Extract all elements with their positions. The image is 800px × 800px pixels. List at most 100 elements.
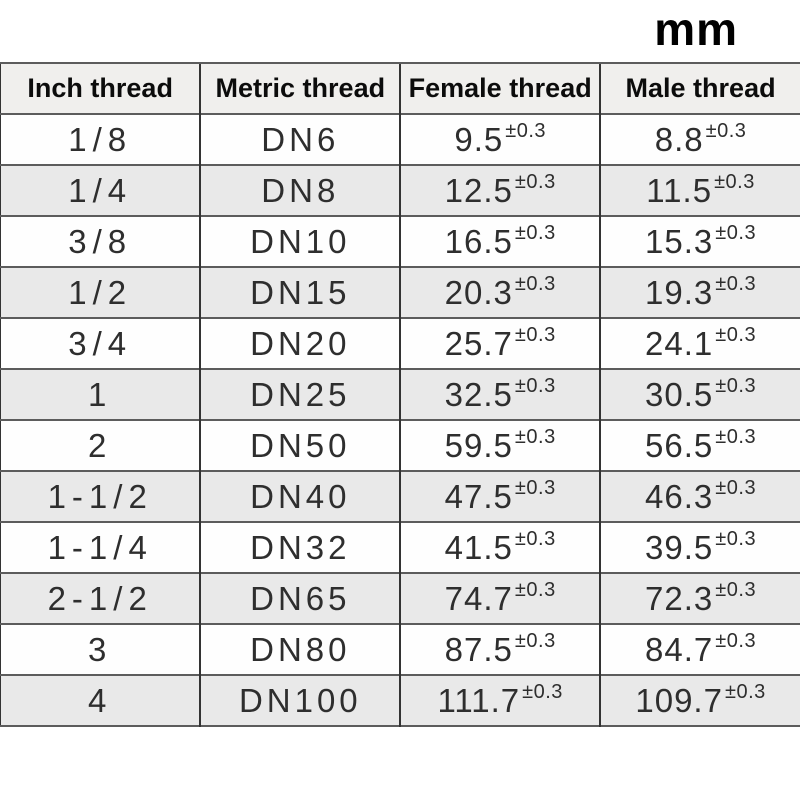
tolerance-superscript: ±0.3: [514, 476, 556, 499]
tolerance-superscript: ±0.3: [714, 170, 755, 193]
tolerance-superscript: ±0.3: [514, 527, 556, 550]
tolerance-superscript: ±0.3: [715, 323, 757, 346]
tolerance-superscript: ±0.3: [715, 425, 757, 448]
cell-female: 12.5 ±0.3: [399, 164, 601, 216]
value-number: 25.7: [444, 324, 513, 362]
tolerance-superscript: ±0.3: [715, 272, 757, 295]
table-row: 3/8 DN10 16.5 ±0.3 15.3 ±0.3: [0, 215, 800, 267]
cell-male: 72.3 ±0.3: [599, 572, 800, 624]
cell-female: 16.5 ±0.3: [399, 215, 601, 267]
cell-inch: 3: [0, 623, 201, 675]
value-number: 109.7: [635, 681, 723, 719]
table-row: 3 DN80 87.5 ±0.3 84.7 ±0.3: [0, 623, 800, 675]
tolerance-superscript: ±0.3: [715, 374, 757, 397]
unit-label: mm: [654, 3, 738, 55]
value-number: 20.3: [444, 273, 513, 311]
cell-inch: 3/8: [0, 215, 201, 267]
tolerance-superscript: ±0.3: [715, 629, 757, 652]
value-number: 72.3: [645, 579, 714, 617]
tolerance-superscript: ±0.3: [514, 170, 556, 193]
tolerance-superscript: ±0.3: [514, 425, 556, 448]
table-row: 1 DN25 32.5 ±0.3 30.5 ±0.3: [0, 368, 800, 420]
value-number: 8.8: [654, 120, 704, 158]
cell-female: 41.5 ±0.3: [399, 521, 601, 573]
cell-male: 39.5 ±0.3: [599, 521, 800, 573]
value-number: 59.5: [444, 426, 513, 464]
tolerance-superscript: ±0.3: [724, 680, 766, 703]
value-number: 111.7: [437, 681, 521, 719]
value-number: 16.5: [444, 222, 513, 260]
table-row: 2-1/2 DN65 74.7 ±0.3 72.3 ±0.3: [0, 572, 800, 624]
cell-female: 74.7 ±0.3: [399, 572, 601, 624]
value-number: 41.5: [444, 528, 513, 566]
cell-inch: 1-1/4: [0, 521, 201, 573]
tolerance-superscript: ±0.3: [514, 323, 556, 346]
cell-inch: 2: [0, 419, 201, 471]
tolerance-superscript: ±0.3: [514, 578, 556, 601]
value-number: 87.5: [444, 630, 513, 668]
column-header-inch: Inch thread: [0, 62, 201, 114]
column-header-metric: Metric thread: [199, 62, 401, 114]
cell-metric: DN20: [199, 317, 401, 369]
cell-female: 87.5 ±0.3: [399, 623, 601, 675]
cell-metric: DN32: [199, 521, 401, 573]
cell-inch: 1/8: [0, 113, 201, 165]
cell-inch: 1/2: [0, 266, 201, 318]
value-number: 30.5: [645, 375, 714, 413]
value-number: 39.5: [645, 528, 714, 566]
cell-metric: DN8: [199, 164, 401, 216]
cell-male: 46.3 ±0.3: [599, 470, 800, 522]
cell-inch: 1: [0, 368, 201, 420]
table-row: 4 DN100 111.7 ±0.3 109.7 ±0.3: [0, 674, 800, 726]
cell-metric: DN80: [199, 623, 401, 675]
tolerance-superscript: ±0.3: [514, 272, 556, 295]
cell-male: 11.5 ±0.3: [599, 164, 800, 216]
table-row: 2 DN50 59.5 ±0.3 56.5 ±0.3: [0, 419, 800, 471]
table-row: 1/8 DN6 9.5 ±0.3 8.8 ±0.3: [0, 113, 800, 165]
cell-metric: DN15: [199, 266, 401, 318]
cell-male: 24.1 ±0.3: [599, 317, 800, 369]
tolerance-superscript: ±0.3: [715, 527, 757, 550]
cell-metric: DN40: [199, 470, 401, 522]
table-body: 1/8 DN6 9.5 ±0.3 8.8 ±0.3 1/4 DN8 12.5 ±0.3 11.5 ±0…: [0, 113, 800, 726]
table-row: 1-1/4 DN32 41.5 ±0.3 39.5 ±0.3: [0, 521, 800, 573]
value-number: 19.3: [645, 273, 714, 311]
cell-female: 20.3 ±0.3: [399, 266, 601, 318]
value-number: 47.5: [444, 477, 513, 515]
cell-male: 8.8 ±0.3: [599, 113, 800, 165]
value-number: 11.5: [646, 171, 713, 209]
tolerance-superscript: ±0.3: [705, 119, 747, 142]
cell-female: 59.5 ±0.3: [399, 419, 601, 471]
cell-female: 25.7 ±0.3: [399, 317, 601, 369]
value-number: 74.7: [444, 579, 513, 617]
tolerance-superscript: ±0.3: [715, 476, 757, 499]
table-row: 3/4 DN20 25.7 ±0.3 24.1 ±0.3: [0, 317, 800, 369]
thread-size-table: Inch thread Metric thread Female thread Mal…: [0, 62, 800, 727]
cell-metric: DN50: [199, 419, 401, 471]
cell-male: 56.5 ±0.3: [599, 419, 800, 471]
tolerance-superscript: ±0.3: [715, 578, 757, 601]
cell-metric: DN100: [199, 674, 401, 726]
cell-female: 47.5 ±0.3: [399, 470, 601, 522]
header-row: Inch thread Metric thread Female thread Mal…: [0, 62, 800, 114]
value-number: 12.5: [444, 171, 513, 209]
cell-inch: 4: [0, 674, 201, 726]
cell-male: 109.7 ±0.3: [599, 674, 800, 726]
tolerance-superscript: ±0.3: [514, 221, 556, 244]
cell-male: 84.7 ±0.3: [599, 623, 800, 675]
cell-inch: 1-1/2: [0, 470, 201, 522]
cell-female: 9.5 ±0.3: [399, 113, 601, 165]
table-row: 1/2 DN15 20.3 ±0.3 19.3 ±0.3: [0, 266, 800, 318]
cell-inch: 3/4: [0, 317, 201, 369]
cell-male: 19.3 ±0.3: [599, 266, 800, 318]
value-number: 46.3: [645, 477, 714, 515]
value-number: 9.5: [454, 120, 504, 158]
cell-metric: DN65: [199, 572, 401, 624]
tolerance-superscript: ±0.3: [505, 119, 547, 142]
cell-metric: DN25: [199, 368, 401, 420]
value-number: 84.7: [645, 630, 714, 668]
table-row: 1-1/2 DN40 47.5 ±0.3 46.3 ±0.3: [0, 470, 800, 522]
cell-metric: DN10: [199, 215, 401, 267]
cell-inch: 2-1/2: [0, 572, 201, 624]
